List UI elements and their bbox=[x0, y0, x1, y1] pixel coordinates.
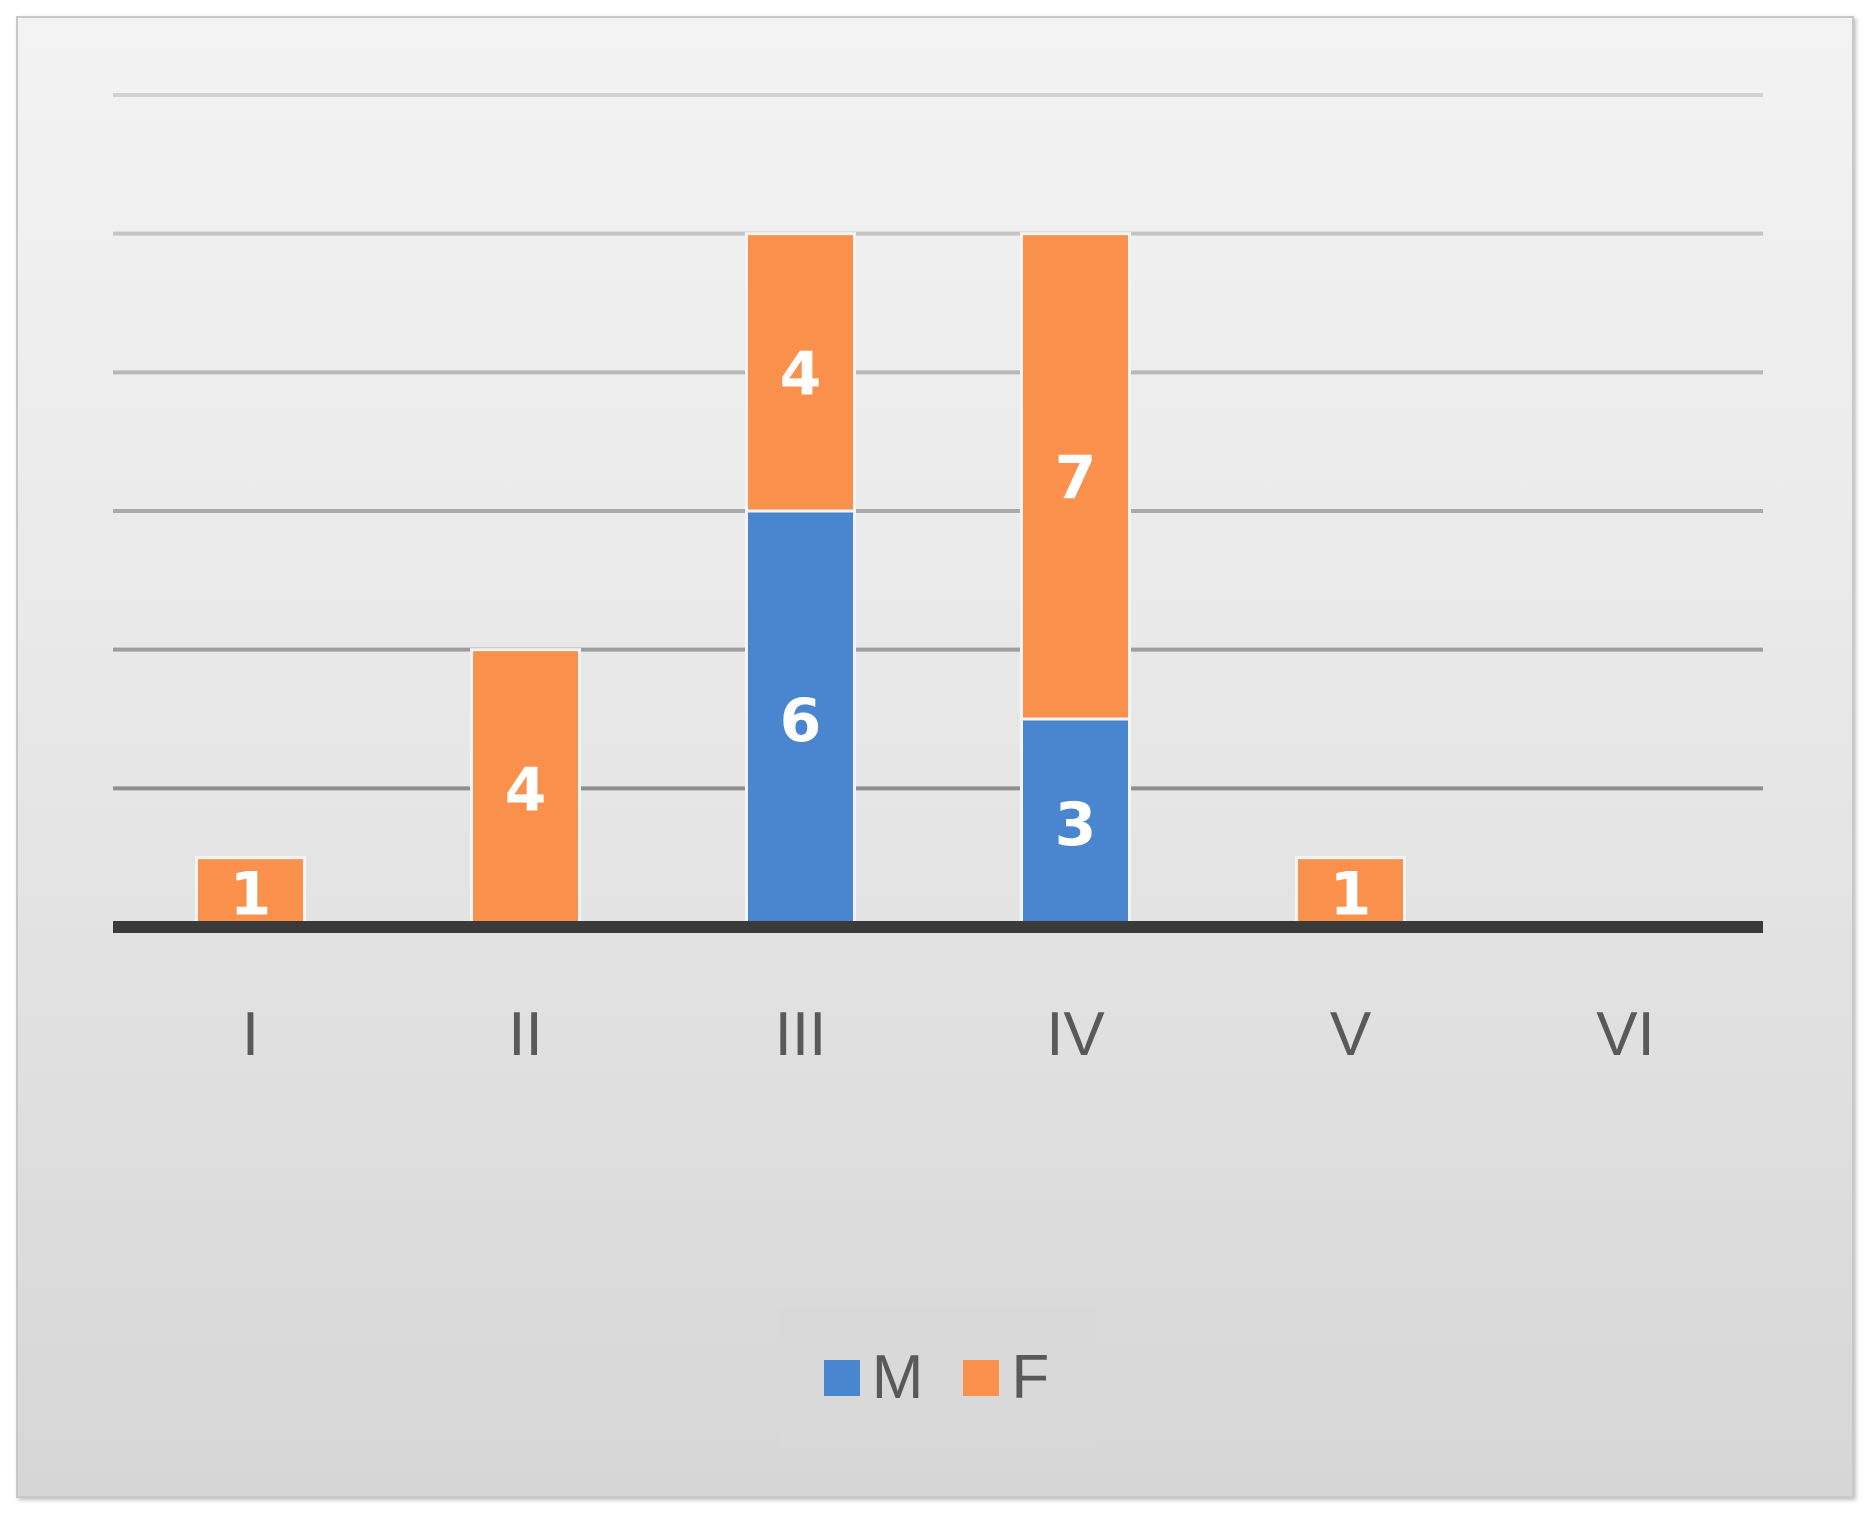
data-label-m-iv: 3 bbox=[1055, 790, 1097, 860]
x-tick-label-v: V bbox=[1330, 1000, 1372, 1069]
data-label-m-iii: 6 bbox=[780, 686, 822, 756]
bar-f-ii bbox=[470, 648, 581, 929]
bar-m-iv bbox=[1020, 717, 1131, 929]
legend-swatch-m bbox=[823, 1360, 860, 1396]
data-label-f-iii: 4 bbox=[780, 339, 822, 409]
x-tick-label-iii: III bbox=[775, 1000, 827, 1069]
legend-item-f: F bbox=[963, 1347, 1049, 1409]
bar-f-v bbox=[1295, 856, 1406, 929]
x-tick-label-ii: II bbox=[508, 1000, 542, 1069]
data-label-f-v: 1 bbox=[1330, 859, 1372, 929]
x-tick-label-i: I bbox=[242, 1000, 259, 1069]
data-label-f-i: 1 bbox=[230, 859, 272, 929]
bars bbox=[195, 232, 1406, 929]
bar-f-iv bbox=[1020, 232, 1131, 721]
data-label-f-iv: 7 bbox=[1055, 443, 1097, 513]
gridlines bbox=[113, 93, 1763, 791]
legend-item-m: M bbox=[823, 1343, 924, 1412]
legend: M F bbox=[778, 1309, 1095, 1447]
bar-f-iii bbox=[745, 232, 856, 513]
data-labels: 1 4 6 4 3 7 1 bbox=[230, 339, 1372, 929]
data-label-f-ii: 4 bbox=[505, 755, 547, 825]
x-tick-labels: I II III IV V VI bbox=[242, 1000, 1655, 1069]
legend-swatch-f bbox=[963, 1360, 1000, 1396]
legend-label-m: M bbox=[871, 1343, 924, 1412]
x-tick-label-vi: VI bbox=[1596, 1000, 1655, 1069]
bar-m-iii bbox=[745, 509, 856, 929]
legend-label-f: F bbox=[1011, 1343, 1050, 1412]
x-tick-label-iv: IV bbox=[1046, 1000, 1105, 1069]
